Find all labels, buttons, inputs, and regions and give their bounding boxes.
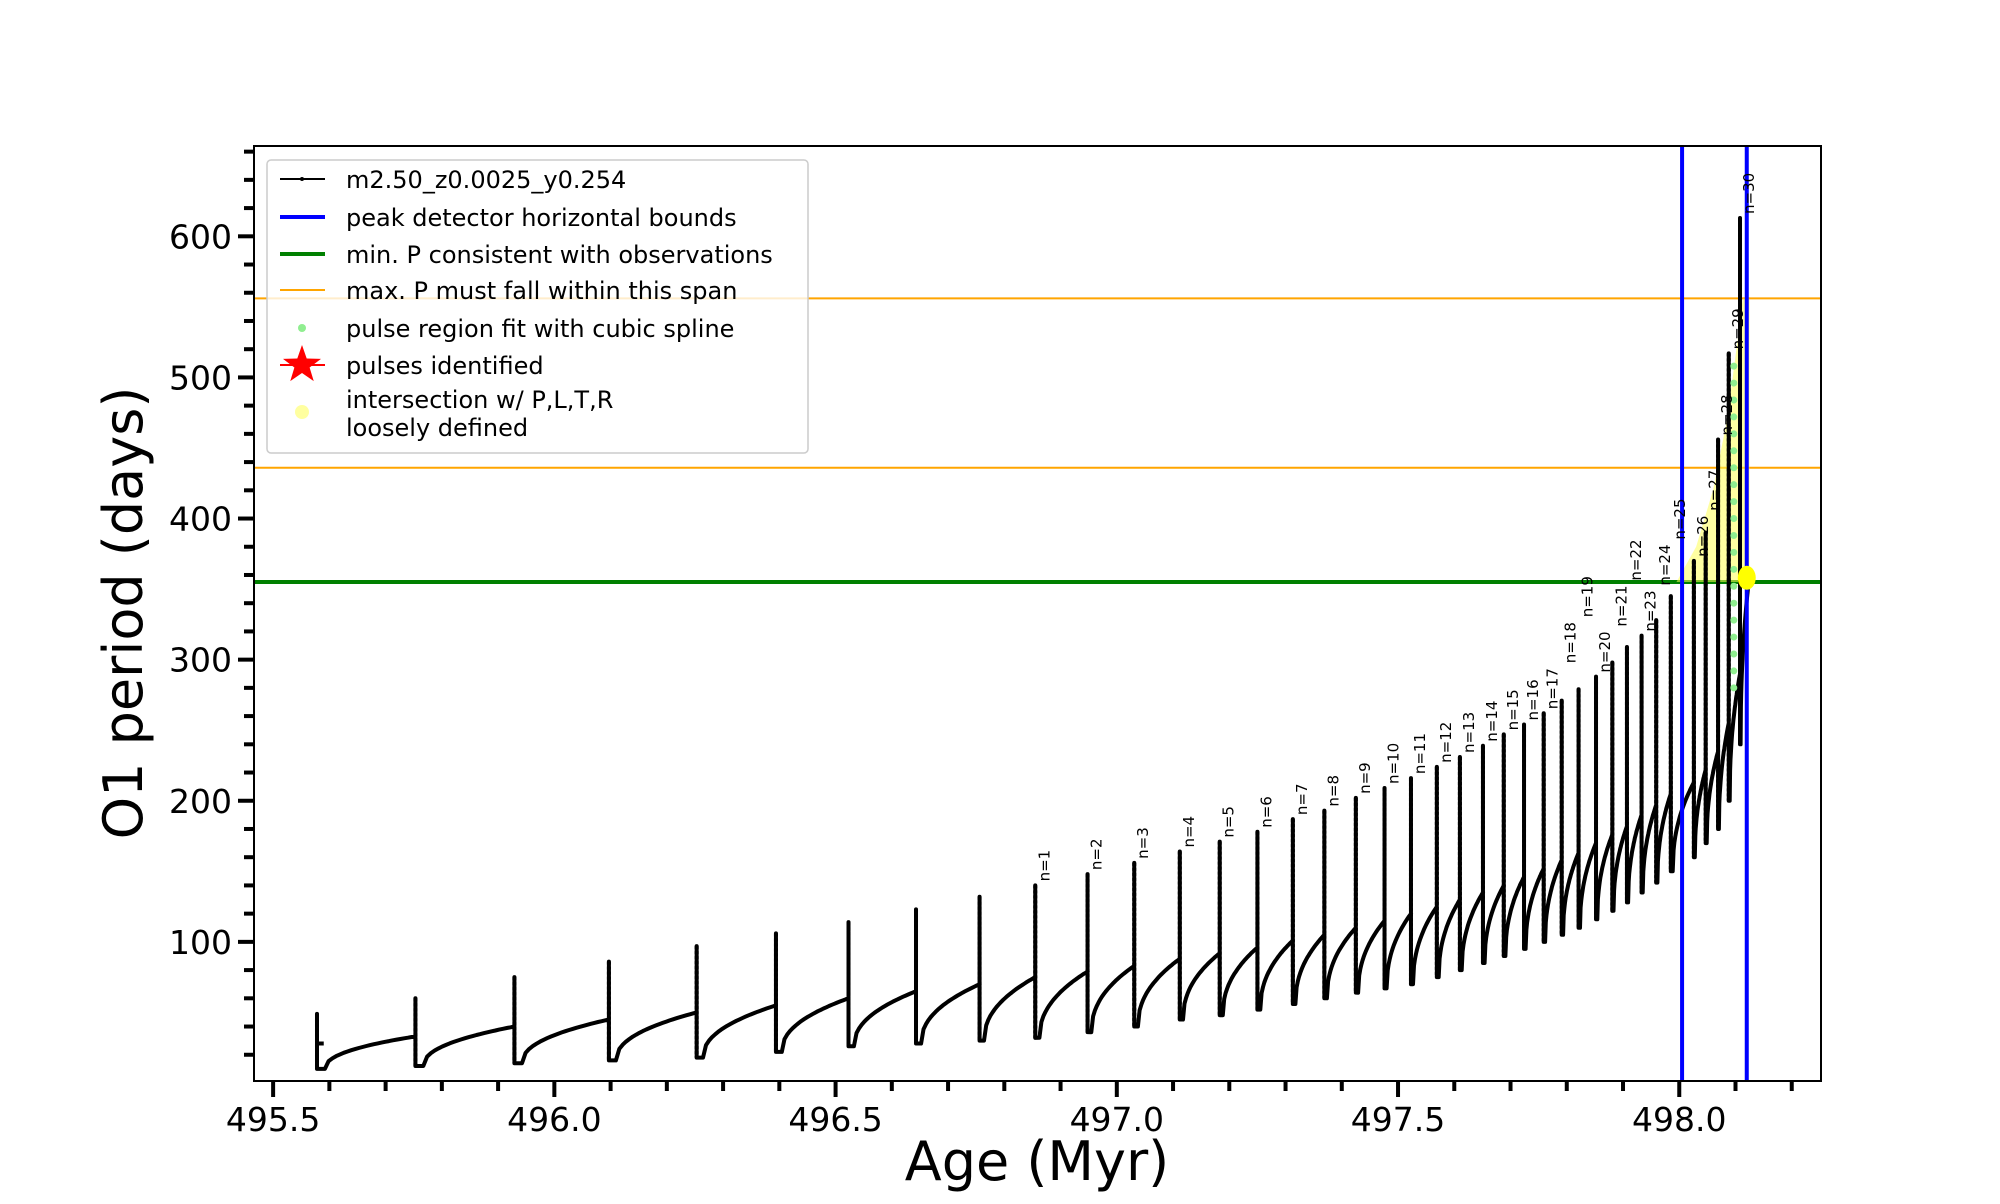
legend-label: pulses identified bbox=[346, 352, 544, 380]
pulse-label: n=23 bbox=[1642, 590, 1660, 631]
x-tick-label: 496.0 bbox=[507, 1100, 601, 1139]
legend-label: peak detector horizontal bounds bbox=[346, 204, 737, 232]
pulse-label: n=17 bbox=[1544, 668, 1562, 709]
spline-fit-point bbox=[1730, 650, 1738, 658]
pulse-label: n=13 bbox=[1460, 712, 1478, 753]
spline-fit-point bbox=[1730, 616, 1738, 624]
pulse-label: n=2 bbox=[1088, 839, 1106, 871]
pulse-label: n=26 bbox=[1694, 516, 1712, 557]
legend-label: min. P consistent with observations bbox=[346, 241, 773, 269]
spline-fit-point bbox=[1730, 565, 1738, 573]
spline-fit-point bbox=[1730, 396, 1738, 404]
pulse-label: n=19 bbox=[1579, 576, 1597, 617]
intersection-point bbox=[1737, 565, 1756, 590]
spline-fit-point bbox=[1730, 447, 1738, 455]
spline-fit-point bbox=[1730, 684, 1738, 692]
spline-fit-point bbox=[1730, 464, 1738, 472]
y-tick-label: 100 bbox=[169, 923, 232, 962]
spline-fit-point bbox=[1730, 531, 1738, 539]
pulse-label: n=18 bbox=[1562, 622, 1580, 663]
pulse-label: n=1 bbox=[1035, 850, 1053, 882]
pulse-label: n=14 bbox=[1483, 701, 1501, 742]
pulse-label: n=25 bbox=[1671, 498, 1689, 539]
pulse-label: n=24 bbox=[1656, 544, 1674, 585]
legend-item: peak detector horizontal bounds bbox=[280, 204, 737, 232]
x-tick-label: 497.0 bbox=[1070, 1100, 1164, 1139]
x-tick-label: 498.0 bbox=[1632, 1100, 1726, 1139]
plot-content: n=1 n=2 n=3 n=4 n=5 n=6 n=7 n=8 n=9 n=10 n=11 n=12 n… bbox=[254, 146, 1821, 1081]
y-tick-label: 200 bbox=[169, 782, 232, 821]
pulse-label: n=8 bbox=[1324, 775, 1342, 807]
legend-label: max. P must fall within this span bbox=[346, 277, 737, 305]
x-tick-label: 496.5 bbox=[788, 1100, 882, 1139]
y-tick-label: 300 bbox=[169, 641, 232, 680]
x-axis-label: Age (Myr) bbox=[905, 1130, 1170, 1193]
star-icon bbox=[282, 345, 322, 382]
legend-frame bbox=[266, 159, 809, 454]
spline-fit-point bbox=[1730, 430, 1738, 438]
spline-fit-point bbox=[1730, 481, 1738, 489]
legend-item: max. P must fall within this span bbox=[280, 277, 737, 305]
pulse-label: n=9 bbox=[1356, 762, 1374, 794]
spline-fit-point bbox=[1730, 599, 1738, 607]
pulse-label: n=22 bbox=[1627, 539, 1645, 580]
series-line bbox=[314, 215, 1750, 1071]
legend-label: pulse region fit with cubic spline bbox=[346, 315, 734, 343]
intersection-region bbox=[1676, 298, 1750, 583]
pulse-label: n=20 bbox=[1596, 631, 1614, 672]
legend-label: m2.50_z0.0025_y0.254 bbox=[346, 166, 626, 194]
legend-label: intersection w/ P,L,T,R bbox=[346, 386, 613, 414]
spline-fit-point bbox=[1730, 667, 1738, 675]
spline-fit-point bbox=[1730, 548, 1738, 556]
pulse-label: n=10 bbox=[1385, 743, 1403, 784]
y-tick-label: 600 bbox=[169, 217, 232, 256]
spline-fit-point bbox=[1730, 498, 1738, 506]
spline-fit-point bbox=[1730, 515, 1738, 523]
pulse-label: n=5 bbox=[1220, 806, 1238, 838]
spline-fit-point bbox=[1730, 633, 1738, 641]
x-tick-label: 495.5 bbox=[226, 1100, 320, 1139]
y-axis-label: O1 period (days) bbox=[92, 387, 155, 840]
axes-frame bbox=[253, 145, 1822, 1082]
pulse-label: n=7 bbox=[1293, 783, 1311, 815]
pulse-label: n=16 bbox=[1524, 679, 1542, 720]
pulse-label: n=6 bbox=[1257, 796, 1275, 828]
x-tick-label: 497.5 bbox=[1351, 1100, 1445, 1139]
y-tick-label: 400 bbox=[169, 500, 232, 539]
pulse-label: n=21 bbox=[1612, 585, 1630, 626]
pulse-label: n=4 bbox=[1180, 816, 1198, 848]
pulse-label: n=12 bbox=[1437, 722, 1455, 763]
spline-fit-point bbox=[1730, 379, 1738, 387]
pulse-label: n=30 bbox=[1740, 173, 1758, 214]
spline-fit-point bbox=[1730, 413, 1738, 421]
legend-item: m2.50_z0.0025_y0.254 bbox=[280, 166, 626, 194]
legend-label: loosely defined bbox=[346, 414, 528, 442]
legend-dot-icon bbox=[298, 324, 306, 332]
pulse-label: n=28 bbox=[1718, 394, 1736, 435]
legend-item: pulse region fit with cubic spline bbox=[298, 315, 734, 343]
legend-item: pulses identified bbox=[280, 345, 544, 382]
pulse-label: n=27 bbox=[1706, 470, 1724, 511]
spline-fit-point bbox=[1730, 362, 1738, 370]
legend-item: min. P consistent with observations bbox=[280, 241, 773, 269]
y-axis: 100 200 300 400 500 600 bbox=[169, 149, 254, 1057]
pulse-label: n=3 bbox=[1134, 827, 1152, 859]
legend-dot-icon bbox=[295, 405, 309, 419]
legend-marker-icon bbox=[300, 177, 304, 181]
spline-fit-point bbox=[1730, 582, 1738, 590]
pulse-label: n=29 bbox=[1729, 308, 1747, 349]
pulse-label: n=15 bbox=[1504, 689, 1522, 730]
y-tick-label: 500 bbox=[169, 358, 232, 397]
x-axis: 495.5 496.0 496.5 497.0 497.5 498.0 bbox=[226, 1081, 1794, 1139]
pulse-label: n=11 bbox=[1411, 733, 1429, 774]
